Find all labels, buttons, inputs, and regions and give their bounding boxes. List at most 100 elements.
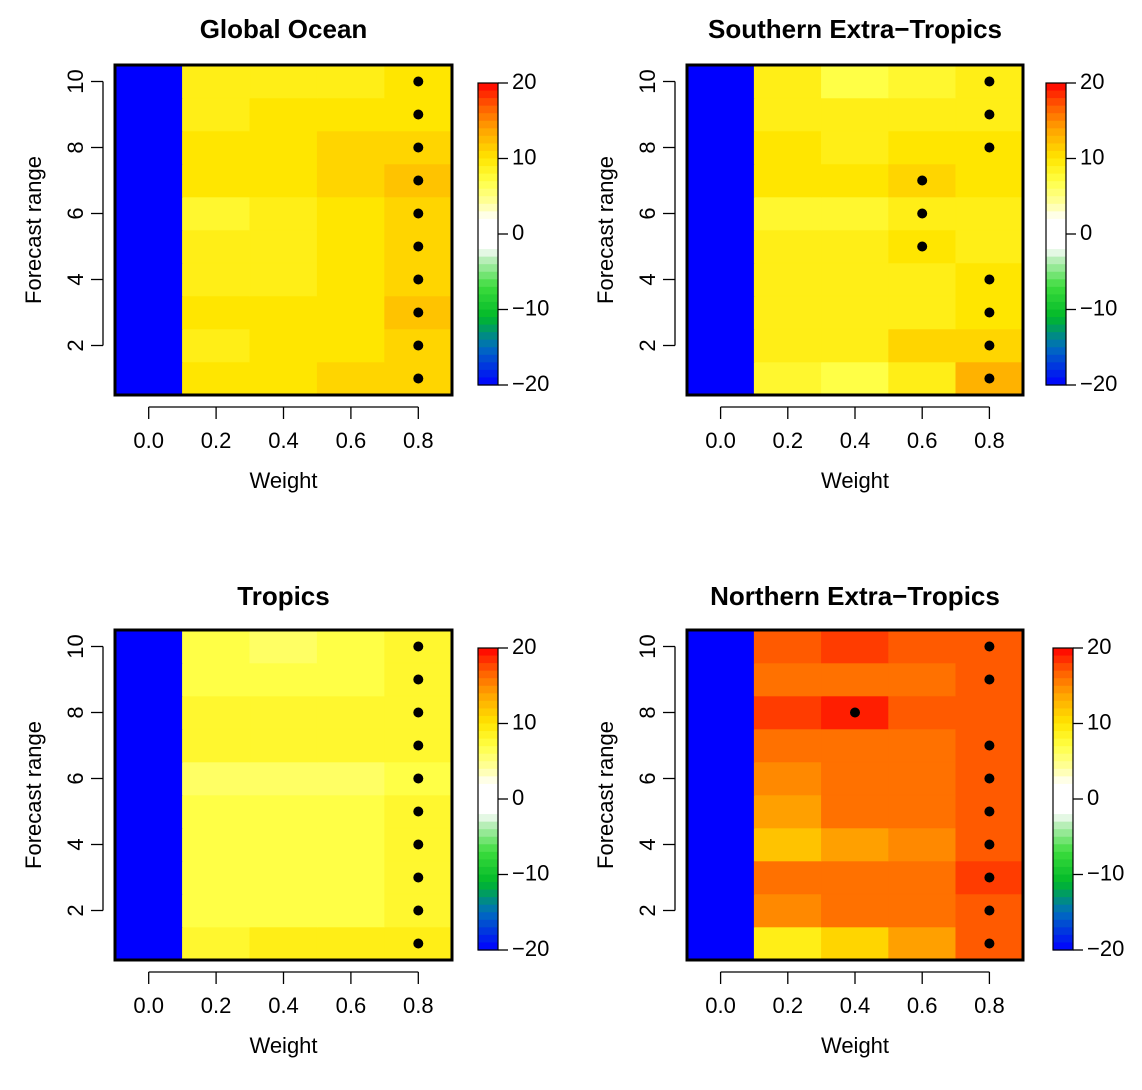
colorbar-segment (478, 783, 498, 793)
x-tick-label: 0.0 (133, 993, 164, 1018)
x-tick-label: 0.0 (133, 428, 164, 453)
colorbar-segment (478, 286, 498, 295)
y-tick-label: 4 (63, 273, 88, 285)
plot-frame (113, 628, 454, 962)
heatmap-cell (249, 361, 318, 396)
colorbar-tick-label: −20 (1087, 936, 1124, 961)
heatmap-cell (753, 361, 822, 396)
heatmap-cell (316, 262, 385, 297)
significance-dot (984, 109, 995, 120)
heatmap-cell (249, 196, 318, 231)
colorbar-segment (478, 700, 498, 709)
colorbar-segment (478, 105, 498, 114)
heatmap-cell (114, 130, 183, 165)
x-tick-label: 0.8 (974, 993, 1005, 1018)
colorbar-segment (1046, 279, 1066, 288)
colorbar-segment (1046, 234, 1066, 243)
colorbar-segment (478, 693, 498, 702)
heatmap-cell (316, 728, 385, 763)
colorbar-segment (478, 234, 498, 243)
colorbar-segment (478, 799, 498, 808)
colorbar-segment (1046, 158, 1066, 167)
heatmap-cell (249, 827, 318, 862)
significance-dot (413, 938, 424, 949)
heatmap-cell (753, 860, 822, 895)
colorbar: 20 10 0 −10 −20 (477, 69, 549, 396)
colorbar-segment (1053, 783, 1073, 793)
colorbar-segment (1046, 264, 1066, 273)
significance-dot (413, 806, 424, 817)
x-tick-label: 0.2 (201, 993, 232, 1018)
heatmap-cell (249, 662, 318, 697)
heatmap-cell (753, 728, 822, 763)
heatmap-cell (753, 130, 822, 165)
colorbar-segment (478, 203, 498, 212)
colorbar-segment (1046, 181, 1066, 190)
y-axis-label: Forecast range (593, 156, 618, 304)
heatmap-cell (888, 926, 957, 961)
heatmap-cell (686, 629, 755, 664)
x-tick-label: 0.4 (268, 428, 299, 453)
significance-dot (413, 109, 424, 120)
x-tick-label: 0.6 (907, 428, 938, 453)
x-tick-label: 0.4 (268, 993, 299, 1018)
colorbar-segment (1053, 859, 1073, 868)
heatmap-cell (316, 229, 385, 264)
colorbar-segment (1046, 105, 1066, 114)
heatmap-cell (753, 262, 822, 297)
heatmap-cell (753, 794, 822, 829)
colorbar-segment (1053, 874, 1073, 883)
significance-dot (984, 773, 995, 784)
heatmap-cell (249, 229, 318, 264)
significance-dot (984, 839, 995, 850)
colorbar-segment (478, 181, 498, 190)
colorbar-segment (478, 279, 498, 288)
colorbar-segment (1053, 768, 1073, 777)
x-tick-label: 0.6 (907, 993, 938, 1018)
colorbar-segment (478, 309, 498, 318)
y-axis-label: Forecast range (593, 721, 618, 869)
heatmap-cell (114, 629, 183, 664)
heatmap-cell (114, 229, 183, 264)
heatmap-cell (249, 97, 318, 132)
colorbar-tick-label: 0 (512, 785, 524, 810)
colorbar-segment (1053, 693, 1073, 702)
chart-title: Global Ocean (200, 14, 368, 44)
colorbar-segment (478, 889, 498, 898)
colorbar-segment (478, 211, 498, 220)
heatmap-cell (249, 893, 318, 928)
heatmap-cell (316, 662, 385, 697)
x-tick-label: 0.8 (403, 428, 434, 453)
heatmap-cell (686, 130, 755, 165)
significance-dot (413, 208, 424, 219)
significance-dot (984, 806, 995, 817)
heatmap-cell (182, 196, 251, 231)
heatmap-cell (821, 794, 889, 829)
colorbar-segment (478, 844, 498, 853)
y-tick-label: 2 (635, 339, 660, 351)
heatmap-cell (249, 64, 318, 99)
y-tick-label: 6 (635, 207, 660, 219)
heatmap-cell (182, 695, 251, 730)
significance-dot (413, 773, 424, 784)
heatmap-cell (316, 64, 385, 99)
colorbar-segment (1053, 799, 1073, 808)
heatmap-cell (114, 860, 183, 895)
heatmap-cell (686, 860, 755, 895)
heatmap-cell (821, 361, 889, 396)
y-tick-label: 10 (635, 69, 660, 93)
colorbar-tick-label: 0 (1080, 220, 1092, 245)
significance-dot (984, 76, 995, 87)
heatmap-cells (114, 64, 453, 396)
colorbar-segment (478, 143, 498, 152)
heatmap-cell (114, 761, 183, 796)
heatmap-cell (888, 361, 957, 396)
colorbar-tick-label: −20 (512, 936, 549, 961)
heatmap-cell (821, 328, 889, 363)
colorbar-segment (1046, 226, 1066, 235)
heatmap-cell (888, 64, 957, 99)
colorbar-segment (1053, 844, 1073, 853)
heatmap-cell (114, 262, 183, 297)
heatmap-cell (753, 196, 822, 231)
y-tick-label: 6 (635, 772, 660, 784)
